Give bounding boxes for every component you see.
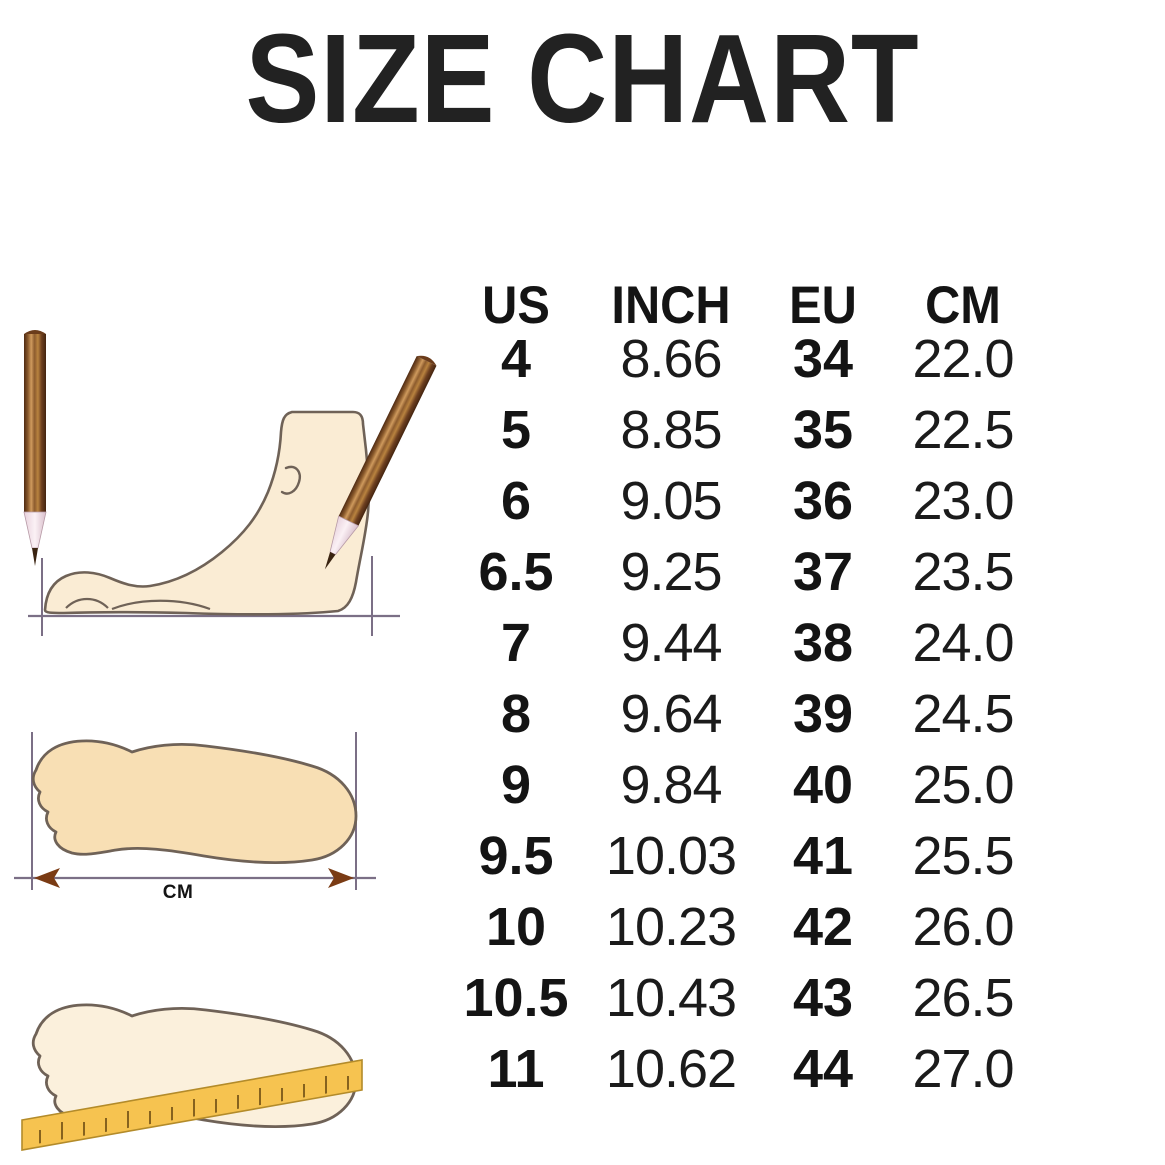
table-row: 9 9.84 40 25.0	[452, 758, 1112, 829]
column-header-eu: EU	[789, 276, 857, 335]
cell-cm: 22.0	[912, 329, 1014, 389]
cell-inch: 9.05	[620, 471, 722, 531]
cell-inch: 9.25	[620, 542, 722, 602]
foot-sole-outline-with-dimension-icon: CM	[0, 710, 400, 920]
cm-dimension-label: CM	[162, 882, 194, 903]
cell-us: 10	[485, 897, 547, 957]
cell-cm: 23.5	[912, 542, 1014, 602]
cell-eu: 39	[792, 684, 854, 744]
foot-side-view-with-pencils-icon	[0, 320, 460, 650]
table-row: 9.5 10.03 41 25.5	[452, 829, 1112, 900]
cell-cm: 27.0	[912, 1039, 1014, 1099]
cell-eu: 43	[792, 968, 854, 1028]
cell-eu: 38	[792, 613, 854, 673]
column-header-inch: INCH	[611, 276, 731, 335]
cell-eu: 34	[792, 329, 854, 389]
cell-inch: 10.03	[605, 826, 737, 886]
table-row: 6.5 9.25 37 23.5	[452, 545, 1112, 616]
cell-cm: 22.5	[912, 400, 1014, 460]
cell-cm: 26.5	[912, 968, 1014, 1028]
size-chart-table: US INCH EU CM 4 8.66 34 22.0 5 8.85 35 22.5 6 9.0…	[452, 236, 1112, 1113]
table-row: 11 10.62 44 27.0	[452, 1042, 1112, 1113]
table-row: 5 8.85 35 22.5	[452, 403, 1112, 474]
cell-us: 7	[500, 613, 532, 673]
cell-us: 9	[500, 755, 532, 815]
column-header-cm: CM	[925, 276, 1001, 335]
table-row: 10.5 10.43 43 26.5	[452, 971, 1112, 1042]
cell-us: 4	[500, 329, 532, 389]
cell-eu: 37	[792, 542, 854, 602]
cell-eu: 42	[792, 897, 854, 957]
cell-us: 5	[500, 400, 532, 460]
cell-us: 10.5	[463, 968, 569, 1028]
cell-inch: 8.66	[620, 329, 722, 389]
table-body: 4 8.66 34 22.0 5 8.85 35 22.5 6 9.05 36 23.0 6.5 9.25…	[452, 332, 1112, 1113]
cell-us: 6	[500, 471, 532, 531]
cell-cm: 24.5	[912, 684, 1014, 744]
cell-cm: 25.5	[912, 826, 1014, 886]
cell-cm: 25.0	[912, 755, 1014, 815]
illustration-column: CM	[0, 320, 460, 1165]
cell-us: 11	[487, 1039, 545, 1099]
cell-cm: 23.0	[912, 471, 1014, 531]
cell-inch: 10.62	[605, 1039, 737, 1099]
cell-inch: 10.23	[605, 897, 737, 957]
column-header-us: US	[482, 276, 550, 335]
cell-inch: 9.84	[620, 755, 722, 815]
table-row: 6 9.05 36 23.0	[452, 474, 1112, 545]
table-row: 7 9.44 38 24.0	[452, 616, 1112, 687]
cell-inch: 9.64	[620, 684, 722, 744]
cell-inch: 10.43	[605, 968, 737, 1028]
page-title: SIZE CHART	[245, 8, 920, 149]
cell-us: 8	[500, 684, 532, 744]
cell-us: 9.5	[478, 826, 554, 886]
table-row: 10 10.23 42 26.0	[452, 900, 1112, 971]
cell-inch: 9.44	[620, 613, 722, 673]
cell-us: 6.5	[478, 542, 554, 602]
cell-eu: 40	[792, 755, 854, 815]
table-row: 4 8.66 34 22.0	[452, 332, 1112, 403]
cell-cm: 24.0	[912, 613, 1014, 673]
cell-inch: 8.85	[620, 400, 722, 460]
foot-sole-with-measuring-tape-icon	[0, 970, 400, 1160]
cell-cm: 26.0	[912, 897, 1014, 957]
cell-eu: 44	[792, 1039, 854, 1099]
table-row: 8 9.64 39 24.5	[452, 687, 1112, 758]
table-header-row: US INCH EU CM	[452, 236, 1112, 332]
cell-eu: 36	[792, 471, 854, 531]
cell-eu: 41	[792, 826, 854, 886]
cell-eu: 35	[792, 400, 854, 460]
